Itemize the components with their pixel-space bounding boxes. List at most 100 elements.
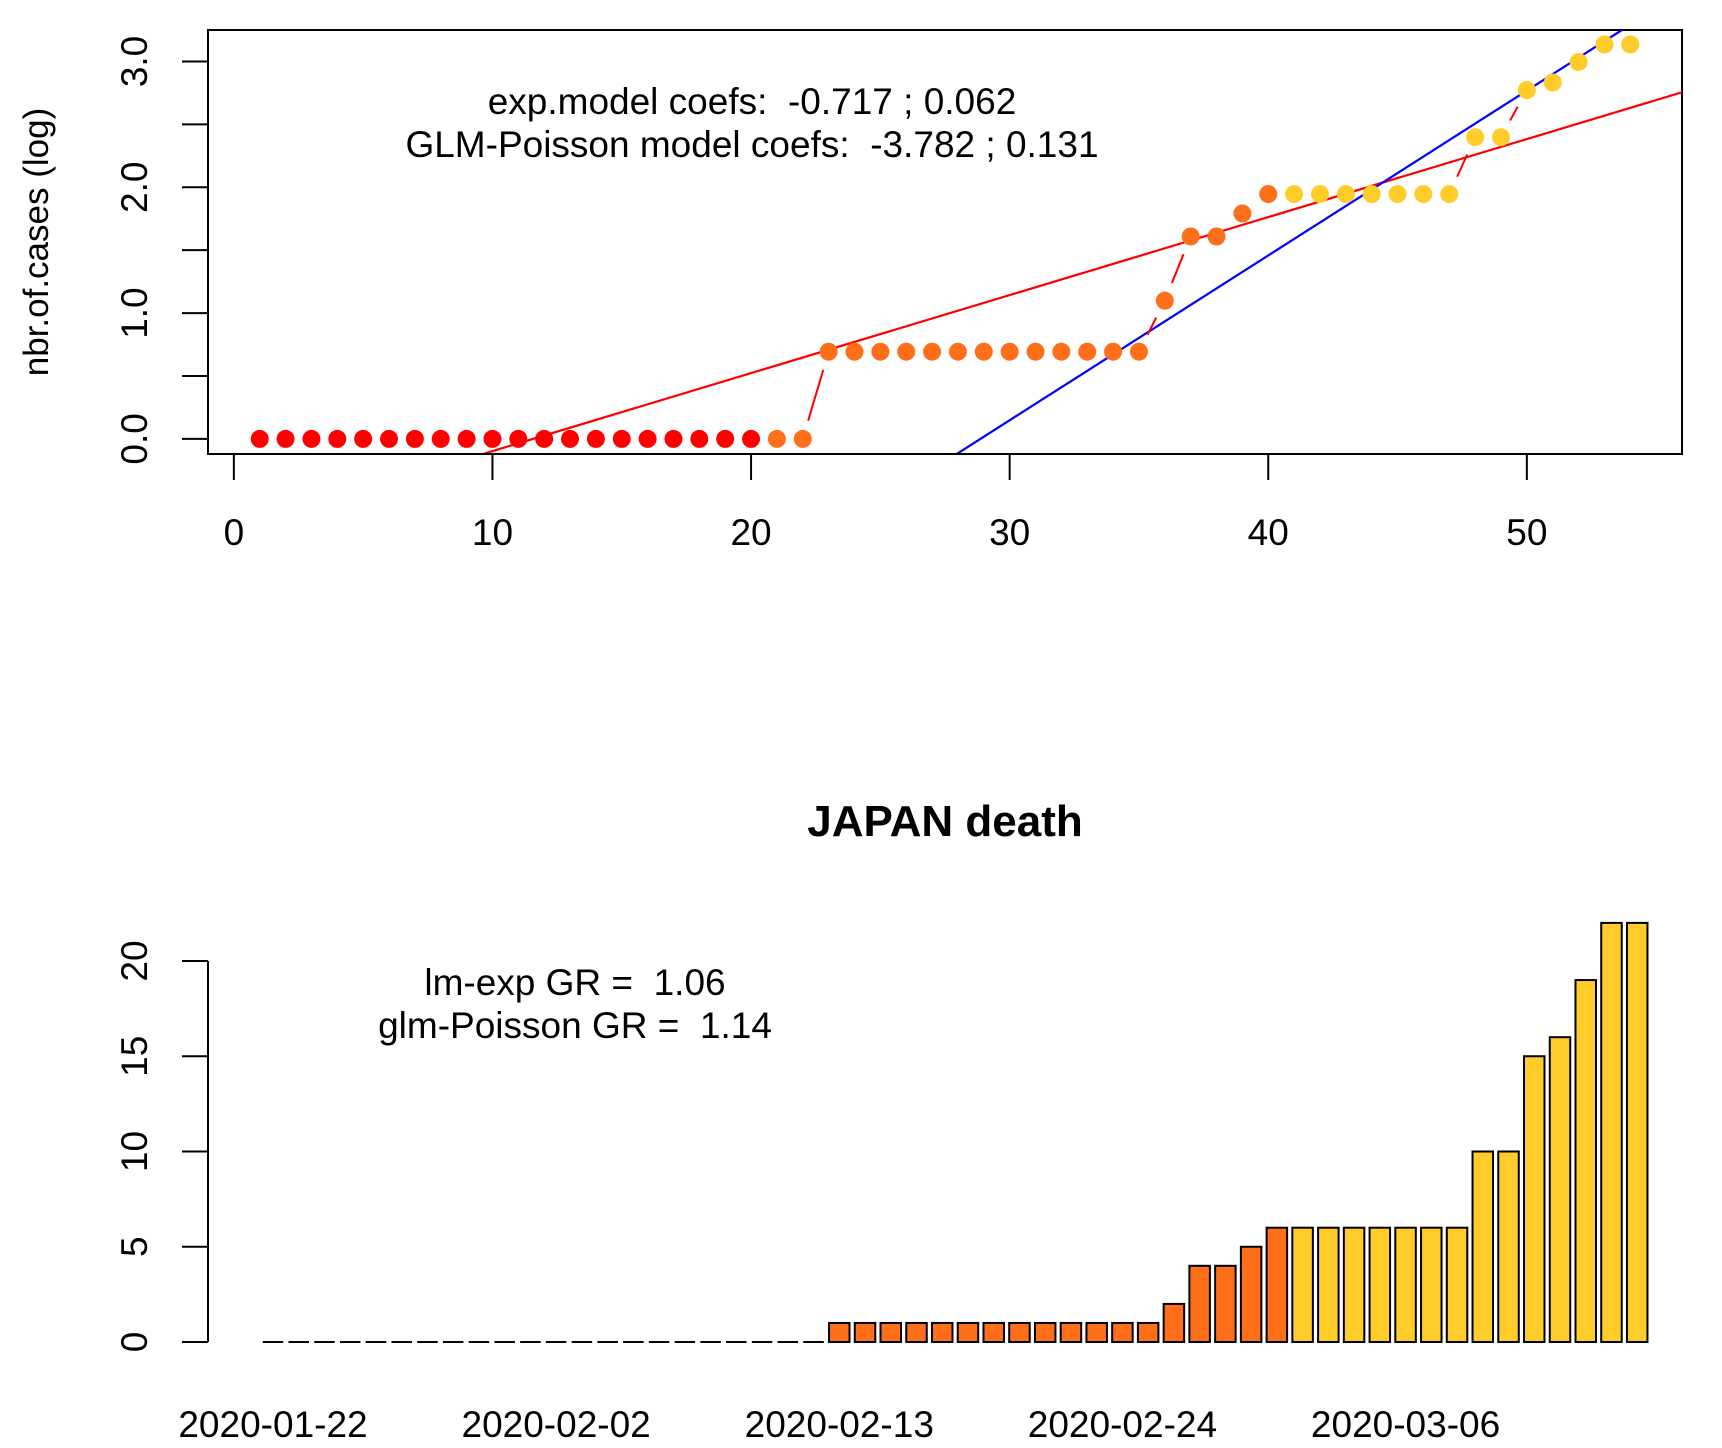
scatter-point (509, 429, 528, 448)
scatter-x-tick-label: 50 (1506, 512, 1547, 553)
bar (1600, 921, 1623, 1344)
scatter-point (974, 342, 993, 361)
bar (1394, 1226, 1417, 1343)
bar (930, 1321, 954, 1343)
bar (1368, 1226, 1392, 1343)
bar-y-tick-label: 0 (114, 1332, 155, 1353)
bar (1214, 1264, 1237, 1344)
scatter-x-axis: 0 10 20 30 40 50 (224, 453, 1547, 553)
bar (1085, 1321, 1108, 1343)
bar (1059, 1321, 1083, 1343)
scatter-point (1000, 342, 1019, 361)
scatter-point (1362, 185, 1381, 204)
bar (1548, 1036, 1572, 1343)
scatter-point (1466, 128, 1485, 147)
scatter-connectors (807, 106, 1519, 421)
bar (1471, 1150, 1495, 1343)
bar (1239, 1245, 1263, 1343)
scatter-point (457, 429, 476, 448)
scatter-point (561, 429, 580, 448)
scatter-point (405, 429, 424, 448)
scatter-x-tick-label: 10 (472, 512, 513, 553)
scatter-point (948, 342, 967, 361)
bar (1008, 1321, 1031, 1343)
scatter-point (431, 429, 450, 448)
scatter-x-tick-label: 40 (1248, 512, 1289, 553)
bar-y-tick-label: 20 (114, 940, 155, 981)
scatter-point (767, 429, 786, 448)
bar-x-tick-label: 2020-02-13 (745, 1404, 934, 1445)
scatter-y-axis: 0.0 1.0 2.0 3.0 (114, 36, 209, 465)
bar (1342, 1226, 1366, 1343)
bar (1445, 1226, 1469, 1343)
scatter-point (535, 429, 554, 448)
scatter-x-tick-label: 20 (730, 512, 771, 553)
bar-y-tick-label: 5 (114, 1236, 155, 1257)
scatter-panel: 0 10 20 30 40 50 0.0 1.0 2.0 3.0 nbr.of.cases (l… (17, 29, 1683, 553)
scatter-point (793, 429, 812, 448)
bar (1033, 1321, 1057, 1343)
scatter-point (250, 429, 269, 448)
scatter-point (380, 429, 399, 448)
scatter-point (1388, 185, 1407, 204)
scatter-point (302, 429, 321, 448)
bar (956, 1321, 980, 1343)
scatter-points (250, 35, 1640, 448)
scatter-point (1181, 227, 1200, 246)
scatter-point (1517, 81, 1536, 100)
scatter-point (1129, 342, 1148, 361)
bar-x-tick-label: 2020-01-22 (178, 1404, 367, 1445)
scatter-point (1336, 185, 1355, 204)
connector-segment (1456, 154, 1469, 178)
bar-x-axis-labels: 2020-01-22 2020-02-02 2020-02-13 2020-02-24… (178, 1404, 1500, 1445)
bar-series (262, 921, 1649, 1344)
scatter-point (1285, 185, 1304, 204)
bar (879, 1321, 903, 1343)
scatter-point (1440, 185, 1459, 204)
scatter-point (742, 429, 761, 448)
bar (853, 1321, 877, 1343)
bar (982, 1321, 1005, 1343)
bar-y-tick-label: 15 (114, 1036, 155, 1077)
bar-panel: JAPAN death 0 5 10 15 20 2020-01-22 2020-02-0… (114, 797, 1649, 1445)
scatter-y-tick-label: 1.0 (114, 287, 155, 338)
bar (1420, 1226, 1443, 1343)
scatter-annotation-glm: GLM-Poisson model coefs: -3.782 ; 0.131 (405, 124, 1098, 165)
scatter-point (897, 342, 916, 361)
scatter-point (1026, 342, 1045, 361)
scatter-point (586, 429, 605, 448)
scatter-point (1104, 342, 1123, 361)
bar-x-tick-label: 2020-02-02 (462, 1404, 651, 1445)
scatter-point (1543, 73, 1562, 92)
bar-annotation-glm: glm-Poisson GR = 1.14 (378, 1005, 772, 1046)
scatter-point (716, 429, 735, 448)
bar (1497, 1150, 1520, 1343)
scatter-point (1052, 342, 1071, 361)
scatter-point (1078, 342, 1097, 361)
scatter-y-tick-label: 0.0 (114, 413, 155, 464)
scatter-point (819, 342, 838, 361)
scatter-annotation-exp: exp.model coefs: -0.717 ; 0.062 (488, 81, 1017, 122)
scatter-point (1595, 35, 1614, 54)
bar (1625, 921, 1649, 1344)
connector-segment (1509, 106, 1519, 122)
scatter-point (1621, 35, 1640, 54)
bar (1188, 1264, 1211, 1344)
bar-x-tick-label: 2020-03-06 (1311, 1404, 1500, 1445)
scatter-point (845, 342, 864, 361)
scatter-fit-lines (479, 30, 1682, 454)
bar (1291, 1226, 1314, 1343)
fit-line-0 (479, 91, 1682, 454)
bar (1265, 1226, 1289, 1343)
bar (1111, 1321, 1134, 1343)
bar-y-tick-label: 10 (114, 1131, 155, 1172)
bar-x-tick-label: 2020-02-24 (1028, 1404, 1217, 1445)
scatter-point (1259, 185, 1278, 204)
connector-segment (1170, 253, 1185, 284)
bar (1317, 1226, 1340, 1343)
scatter-point (923, 342, 942, 361)
scatter-point (328, 429, 347, 448)
fit-line-1 (954, 30, 1625, 454)
connector-segment (1146, 317, 1158, 336)
